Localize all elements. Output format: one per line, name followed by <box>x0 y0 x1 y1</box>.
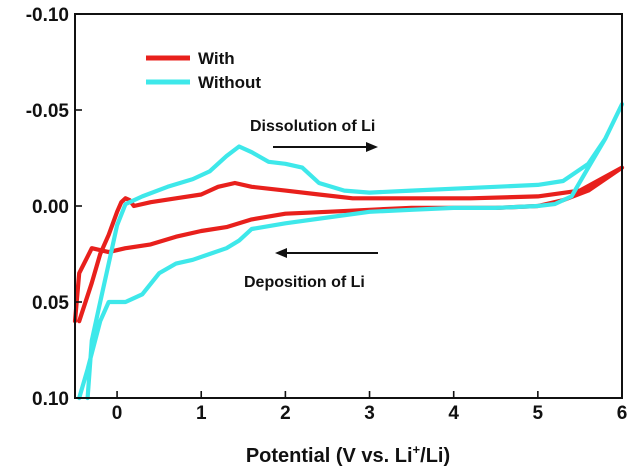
legend-label-without: Without <box>198 73 261 92</box>
x-tick-label: 4 <box>448 403 459 424</box>
series-layer <box>72 102 625 401</box>
x-axis-title: Potential (V vs. Li+/Li) <box>246 442 450 467</box>
x-axis-title-main: Potential (V vs. Li <box>246 445 413 467</box>
y-tick-label: -0.05 <box>26 101 70 122</box>
x-tick-label: 5 <box>533 403 544 424</box>
annotation-dissolution-arrowhead <box>366 142 378 152</box>
x-tick-label: 1 <box>196 403 207 424</box>
y-tick-label: 0.00 <box>32 197 69 218</box>
y-tick-label: -0.10 <box>26 5 69 26</box>
series-line-without <box>77 102 625 401</box>
legend-label-with: With <box>198 49 235 68</box>
x-tick-label: 0 <box>112 403 123 424</box>
annotation-dissolution-text: Dissolution of Li <box>250 118 375 135</box>
x-tick-label: 6 <box>617 403 628 424</box>
x-axis-title-tail: /Li) <box>420 445 450 467</box>
annotation-deposition-arrowhead <box>275 248 287 258</box>
y-tick-label: 0.05 <box>32 293 69 314</box>
y-tick-label: 0.10 <box>32 389 69 410</box>
annotation-deposition: Deposition of Li <box>244 248 378 291</box>
x-tick-label: 2 <box>280 403 291 424</box>
legend: With Without <box>146 49 261 92</box>
x-tick-label: 3 <box>364 403 375 424</box>
x-axis-title-sup: + <box>413 442 421 457</box>
annotation-dissolution: Dissolution of Li <box>250 118 378 152</box>
annotation-deposition-text: Deposition of Li <box>244 274 365 291</box>
ticks-layer: 0 1 2 3 4 5 6 -0.10 -0.05 0.00 0.05 0.10 <box>26 5 628 424</box>
